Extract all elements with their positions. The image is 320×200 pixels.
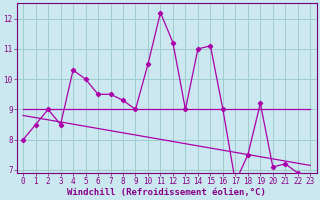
X-axis label: Windchill (Refroidissement éolien,°C): Windchill (Refroidissement éolien,°C) [67,188,266,197]
